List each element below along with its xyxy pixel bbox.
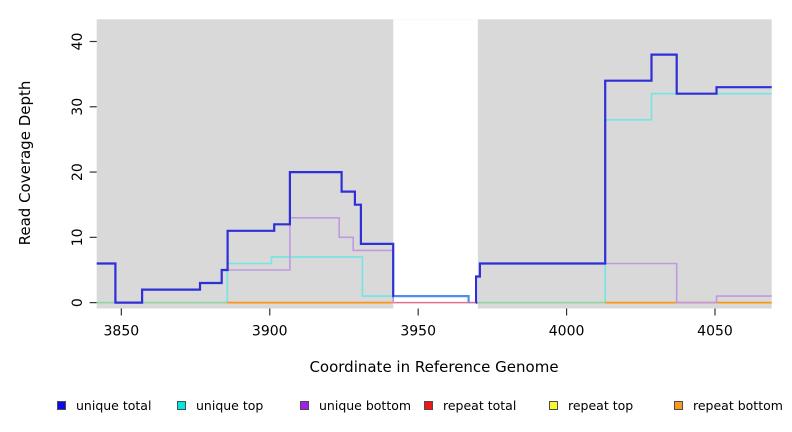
y-tick-label: 10 — [70, 228, 86, 246]
legend-item-unique-bottom: unique bottom — [300, 396, 411, 414]
legend-item-repeat-top: repeat top — [549, 396, 633, 414]
legend-swatch-icon — [177, 400, 186, 410]
legend-swatch-icon — [674, 400, 683, 410]
x-tick-label: 3900 — [252, 324, 288, 340]
legend-label: unique total — [76, 397, 152, 413]
x-tick-label: 3850 — [104, 324, 140, 340]
x-tick-label: 4050 — [697, 324, 733, 340]
y-axis-title: Read Coverage Depth — [16, 80, 34, 246]
legend-swatch-icon — [424, 400, 433, 410]
legend-label: repeat total — [443, 397, 517, 413]
legend-label: repeat bottom — [693, 397, 783, 413]
x-axis-title: Coordinate in Reference Genome — [309, 358, 559, 376]
legend-swatch-icon — [300, 400, 309, 410]
x-tick-label: 4000 — [549, 324, 585, 340]
legend: unique total unique top unique bottom repea… — [0, 396, 792, 416]
y-tick-label: 0 — [70, 298, 86, 307]
y-tick-label: 30 — [70, 98, 86, 116]
y-tick-label: 40 — [70, 33, 86, 51]
no-data-band — [393, 19, 478, 309]
y-tick-label: 20 — [70, 163, 86, 181]
legend-swatch-icon — [57, 400, 66, 410]
legend-swatch-icon — [549, 400, 558, 410]
series-unique-total — [96, 53, 772, 304]
legend-item-unique-total: unique total — [57, 396, 151, 414]
x-tick-label: 3950 — [400, 324, 436, 340]
legend-item-repeat-bottom: repeat bottom — [674, 396, 783, 414]
series-unique-total-gap — [393, 295, 470, 303]
legend-label: repeat top — [568, 397, 634, 413]
legend-label: unique bottom — [319, 397, 412, 413]
legend-item-repeat-total: repeat total — [424, 396, 516, 414]
legend-item-unique-top: unique top — [177, 396, 263, 414]
legend-label: unique top — [196, 397, 264, 413]
